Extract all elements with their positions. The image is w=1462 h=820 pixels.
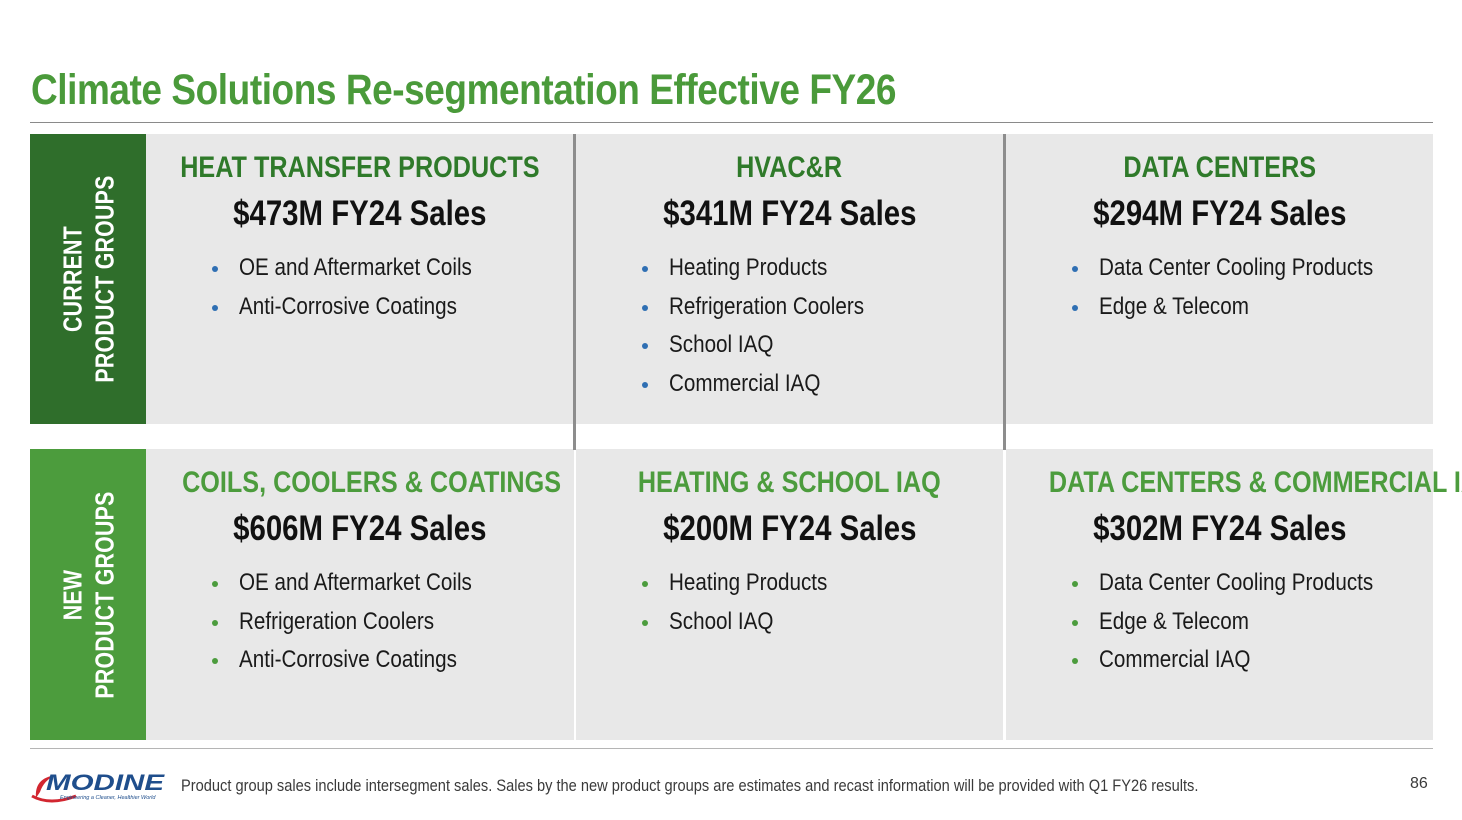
group-sales: $302M FY24 Sales xyxy=(1092,509,1347,548)
row-label-line: CURRENT xyxy=(57,226,88,332)
bullet-icon xyxy=(212,658,218,665)
list-item: Edge & Telecom xyxy=(1072,292,1418,331)
page-number: 86 xyxy=(1410,775,1428,792)
bullet-icon xyxy=(1072,304,1078,311)
list-item: School IAQ xyxy=(642,330,896,369)
group-item-list: OE and Aftermarket Coils Refrigeration C… xyxy=(212,568,510,684)
footnote: Product group sales include intersegment… xyxy=(181,776,1199,795)
group-heading: COILS, COOLERS & COATINGS xyxy=(182,466,562,499)
column-divider xyxy=(573,134,576,450)
row-label-line: PRODUCT GROUPS xyxy=(89,175,120,383)
panel-heat-transfer-products: HEAT TRANSFER PRODUCTS $473M FY24 Sales … xyxy=(146,134,574,424)
list-item: Edge & Telecom xyxy=(1072,607,1418,646)
bullet-icon xyxy=(212,266,218,272)
new-product-groups-label: NEW PRODUCT GROUPS xyxy=(30,449,146,740)
group-item-list: Heating Products Refrigeration Coolers S… xyxy=(642,253,896,408)
bullet-icon xyxy=(642,343,648,350)
title-divider xyxy=(30,122,1433,123)
bullet-icon xyxy=(1072,581,1078,587)
row-label-line: PRODUCT GROUPS xyxy=(89,490,120,699)
group-item-list: Data Center Cooling Products Edge & Tele… xyxy=(1072,253,1418,330)
slide-title: Climate Solutions Re-segmentation Effect… xyxy=(31,66,897,114)
column-divider xyxy=(1003,134,1006,450)
bullet-icon xyxy=(642,619,648,626)
group-item-list: OE and Aftermarket Coils Anti-Corrosive … xyxy=(212,253,510,330)
bullet-icon xyxy=(642,382,648,389)
group-sales: $341M FY24 Sales xyxy=(662,194,917,233)
group-sales: $606M FY24 Sales xyxy=(233,509,487,548)
list-item: OE and Aftermarket Coils xyxy=(212,253,510,292)
group-sales: $200M FY24 Sales xyxy=(662,509,917,548)
logo-tagline: Engineering a Cleaner, Healthier World xyxy=(60,795,156,801)
list-item: Refrigeration Coolers xyxy=(212,607,510,646)
row-label-line: NEW xyxy=(57,569,88,620)
group-heading: HEAT TRANSFER PRODUCTS xyxy=(180,151,540,184)
current-product-groups-label: CURRENT PRODUCT GROUPS xyxy=(30,134,146,424)
bullet-icon xyxy=(212,581,218,587)
modine-logo: MODINE Engineering a Cleaner, Healthier … xyxy=(31,770,166,803)
group-item-list: Heating Products School IAQ xyxy=(642,568,853,645)
bullet-icon xyxy=(1072,619,1078,626)
group-heading: HEATING & SCHOOL IAQ xyxy=(638,466,941,499)
bullet-icon xyxy=(642,266,648,272)
group-heading: DATA CENTERS xyxy=(1123,151,1316,184)
list-item: Anti-Corrosive Coatings xyxy=(212,292,510,331)
list-item: Heating Products xyxy=(642,253,896,292)
list-item: Data Center Cooling Products xyxy=(1072,568,1418,607)
list-item: School IAQ xyxy=(642,607,853,646)
list-item: Anti-Corrosive Coatings xyxy=(212,645,510,684)
panel-data-centers-commercial-iaq: DATA CENTERS & COMMERCIAL IAQ $302M FY24… xyxy=(1006,449,1462,740)
footer-divider xyxy=(30,748,1433,749)
panel-hvacr: HVAC&R $341M FY24 Sales Heating Products… xyxy=(576,134,1003,424)
list-item: Commercial IAQ xyxy=(642,369,896,408)
list-item: Data Center Cooling Products xyxy=(1072,253,1418,292)
list-item: Heating Products xyxy=(642,568,853,607)
panel-heating-school-iaq: HEATING & SCHOOL IAQ $200M FY24 Sales He… xyxy=(576,449,1003,740)
list-item: Commercial IAQ xyxy=(1072,645,1418,684)
bullet-icon xyxy=(1072,266,1078,272)
bullet-icon xyxy=(1072,658,1078,665)
bullet-icon xyxy=(212,304,218,311)
list-item: Refrigeration Coolers xyxy=(642,292,896,331)
panel-coils-coolers-coatings: COILS, COOLERS & COATINGS $606M FY24 Sal… xyxy=(146,449,574,740)
group-item-list: Data Center Cooling Products Edge & Tele… xyxy=(1072,568,1418,684)
bullet-icon xyxy=(642,581,648,587)
group-sales: $473M FY24 Sales xyxy=(233,194,487,233)
logo-wordmark: MODINE xyxy=(46,770,166,795)
bullet-icon xyxy=(642,304,648,311)
group-sales: $294M FY24 Sales xyxy=(1092,194,1347,233)
bullet-icon xyxy=(212,619,218,626)
group-heading: HVAC&R xyxy=(736,151,843,184)
list-item: OE and Aftermarket Coils xyxy=(212,568,510,607)
panel-data-centers: DATA CENTERS $294M FY24 Sales Data Cente… xyxy=(1006,134,1433,424)
group-heading: DATA CENTERS & COMMERCIAL IAQ xyxy=(1048,466,1462,499)
